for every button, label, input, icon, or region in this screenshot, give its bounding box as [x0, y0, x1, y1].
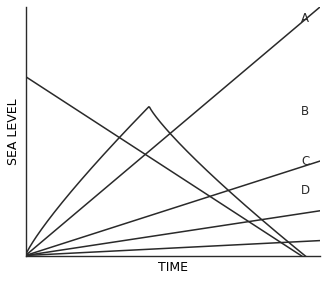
Text: A: A [301, 12, 309, 25]
Text: D: D [301, 184, 310, 197]
Text: B: B [301, 105, 309, 118]
X-axis label: TIME: TIME [158, 261, 188, 274]
Text: C: C [301, 155, 309, 167]
Y-axis label: SEA LEVEL: SEA LEVEL [7, 98, 20, 165]
